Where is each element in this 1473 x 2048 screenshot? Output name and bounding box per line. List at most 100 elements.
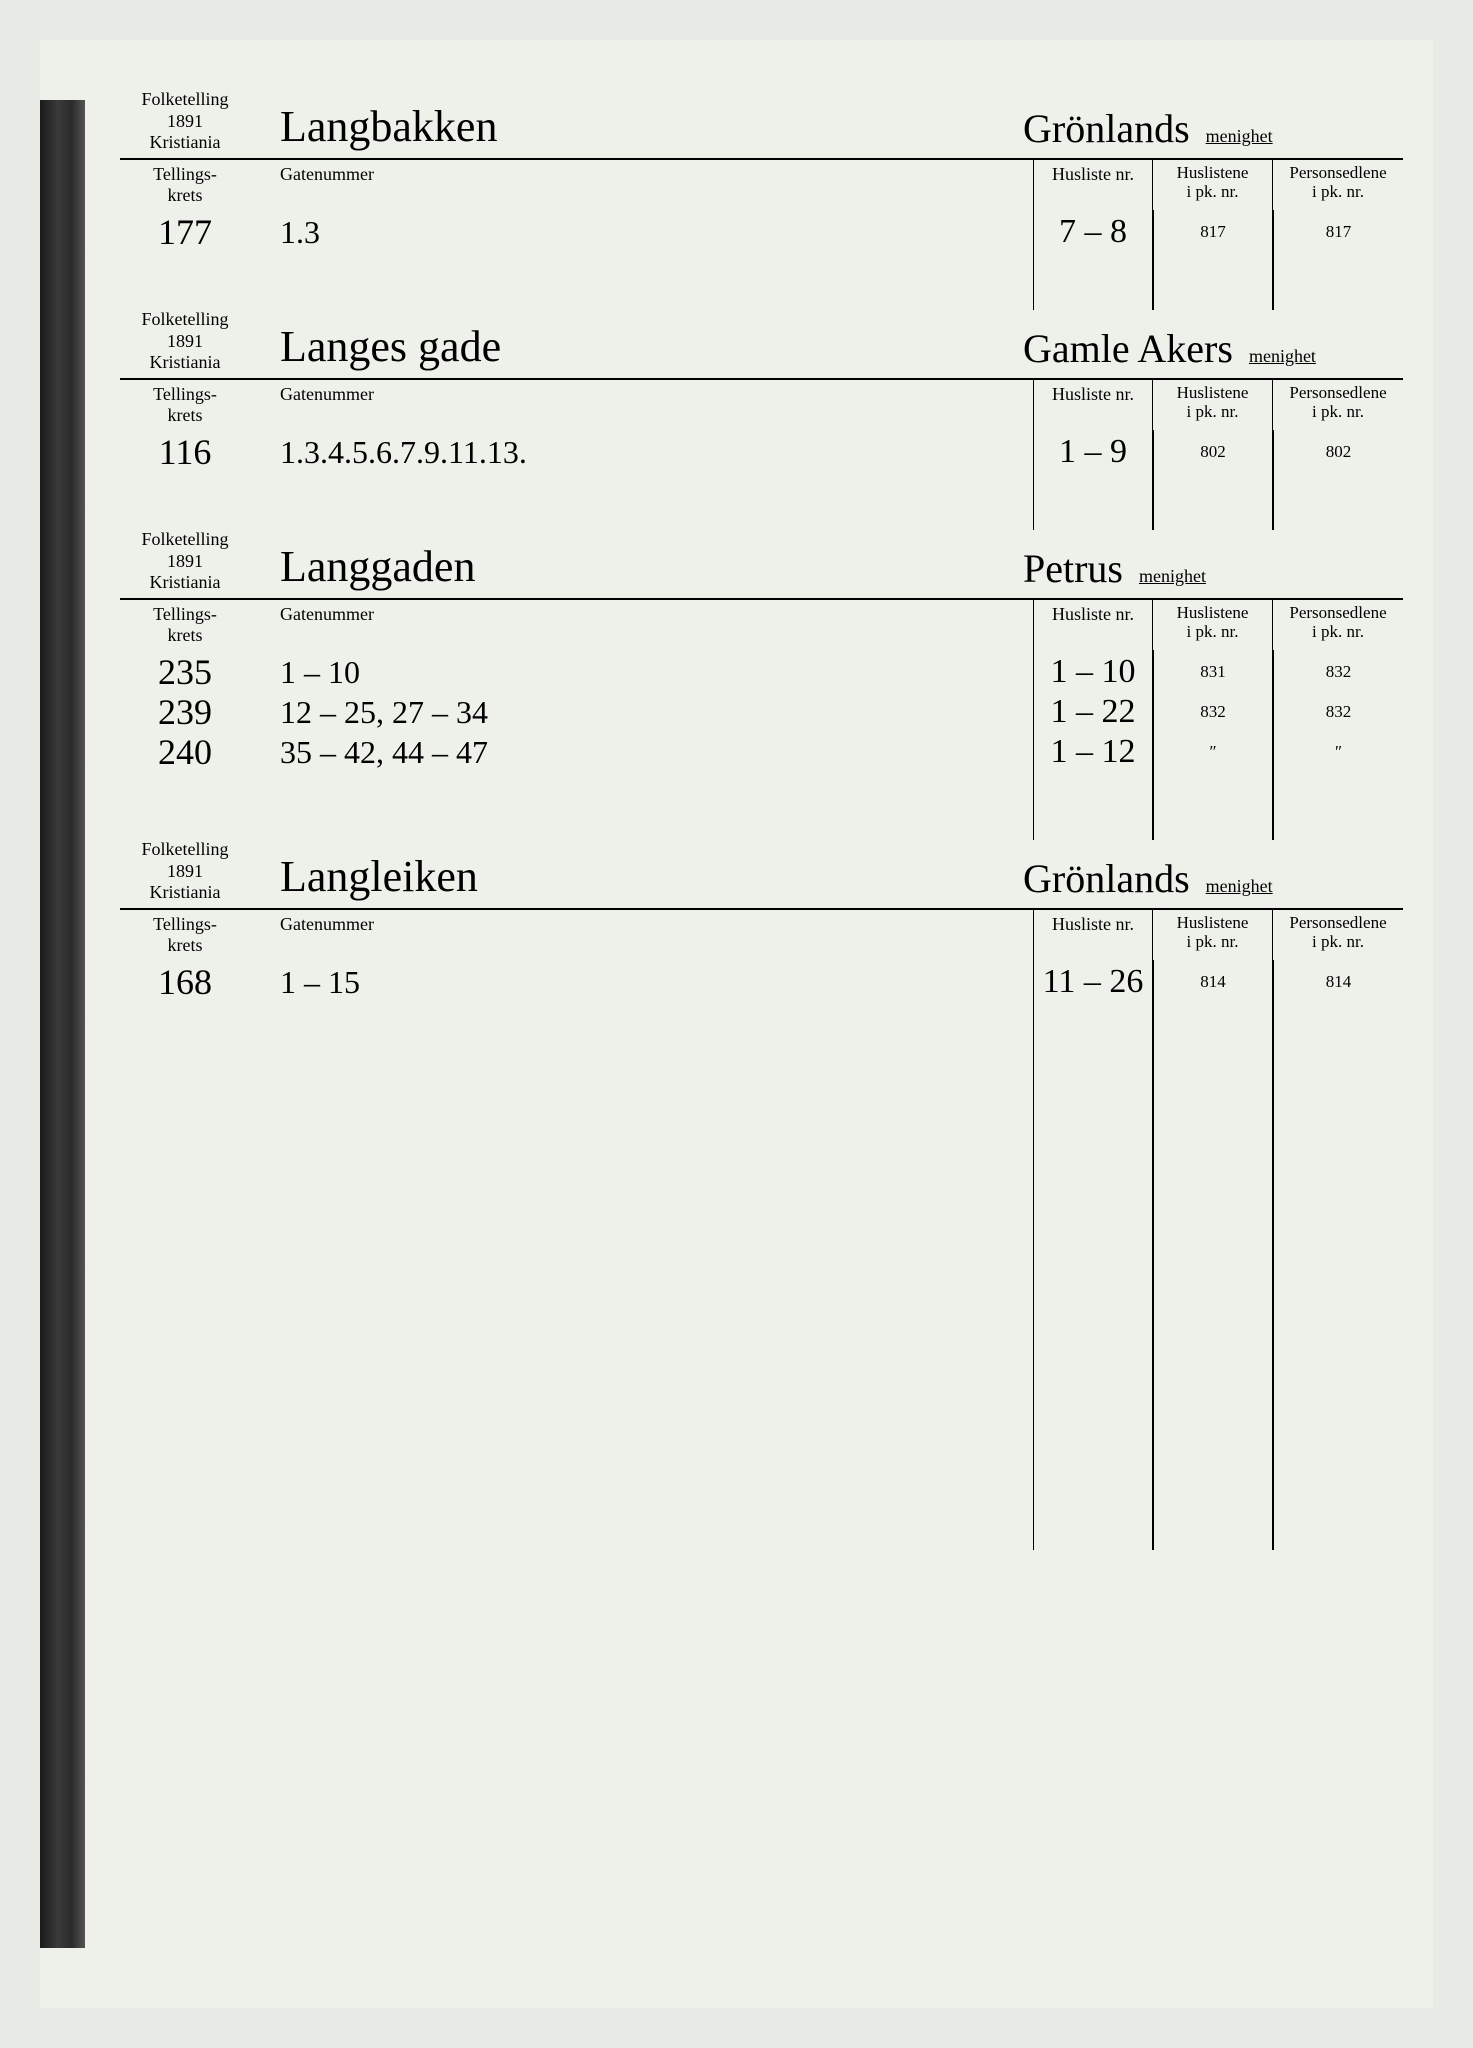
col-header-gatenummer: Gatenummer xyxy=(250,380,1033,430)
col-header-tellings: Tellings-krets xyxy=(120,380,250,430)
cell-personsed: ″ xyxy=(1273,730,1403,770)
folketelling-label: Folketelling 1891 Kristiania xyxy=(120,839,250,908)
street-name: Langbakken xyxy=(250,101,1023,158)
section-header: Folketelling 1891 Kristiania Langleiken … xyxy=(120,850,1403,910)
cell-gate: 1.3 xyxy=(250,210,1033,251)
cell-huslistene: 832 xyxy=(1153,690,1273,730)
table-row-empty xyxy=(120,1000,1403,1550)
menighet-block: Gamle Akers menighet xyxy=(1023,325,1403,378)
col-header-gatenummer: Gatenummer xyxy=(250,910,1033,960)
col-header-husliste: Husliste nr. xyxy=(1033,910,1153,960)
cell-husliste: 1 – 12 xyxy=(1033,730,1153,770)
document-page: Folketelling 1891 Kristiania Langbakken … xyxy=(40,40,1433,2008)
cell-personsed: 817 xyxy=(1273,210,1403,250)
label-year: 1891 xyxy=(120,331,250,353)
cell-personsed: 802 xyxy=(1273,430,1403,470)
column-headers: Tellings-krets Gatenummer Husliste nr. H… xyxy=(120,160,1403,210)
menighet-label: menighet xyxy=(1206,126,1273,146)
cell-huslistene: ″ xyxy=(1153,730,1273,770)
street-name: Langes gade xyxy=(250,321,1023,378)
label-year: 1891 xyxy=(120,861,250,883)
menighet-label: menighet xyxy=(1139,566,1206,586)
census-section-3: Folketelling 1891 Kristiania Langgaden P… xyxy=(120,540,1403,840)
table-row: 235 1 – 10 1 – 10 831 832 xyxy=(120,650,1403,690)
cell-krets: 177 xyxy=(120,207,250,253)
section-header: Folketelling 1891 Kristiania Langes gade… xyxy=(120,320,1403,380)
cell-krets: 240 xyxy=(120,727,250,773)
col-header-tellings: Tellings-krets xyxy=(120,910,250,960)
cell-huslistene: 831 xyxy=(1153,650,1273,690)
folketelling-label: Folketelling 1891 Kristiania xyxy=(120,529,250,598)
label-city: Kristiania xyxy=(120,572,250,594)
table-row: 239 12 – 25, 27 – 34 1 – 22 832 832 xyxy=(120,690,1403,730)
cell-personsed: 832 xyxy=(1273,650,1403,690)
cell-gate: 35 – 42, 44 – 47 xyxy=(250,730,1033,771)
cell-husliste: 7 – 8 xyxy=(1033,210,1153,250)
label-folketelling: Folketelling xyxy=(120,309,250,331)
column-headers: Tellings-krets Gatenummer Husliste nr. H… xyxy=(120,380,1403,430)
cell-krets: 116 xyxy=(120,427,250,473)
census-section-1: Folketelling 1891 Kristiania Langbakken … xyxy=(120,100,1403,310)
menighet-label: menighet xyxy=(1249,346,1316,366)
col-header-personsed: Personsedlenei pk. nr. xyxy=(1273,910,1403,960)
col-header-husliste: Husliste nr. xyxy=(1033,600,1153,650)
label-folketelling: Folketelling xyxy=(120,89,250,111)
menighet-name: Grönlands xyxy=(1023,106,1190,151)
table-row: 168 1 – 15 11 – 26 814 814 xyxy=(120,960,1403,1000)
menighet-block: Grönlands menighet xyxy=(1023,105,1403,158)
col-header-huslistene: Huslistenei pk. nr. xyxy=(1153,380,1273,430)
cell-gate: 1.3.4.5.6.7.9.11.13. xyxy=(250,430,1033,471)
label-city: Kristiania xyxy=(120,132,250,154)
col-header-gatenummer: Gatenummer xyxy=(250,160,1033,210)
menighet-name: Gamle Akers xyxy=(1023,326,1233,371)
col-header-husliste: Husliste nr. xyxy=(1033,160,1153,210)
table-row: 177 1.3 7 – 8 817 817 xyxy=(120,210,1403,250)
cell-gate: 12 – 25, 27 – 34 xyxy=(250,690,1033,731)
menighet-label: menighet xyxy=(1206,876,1273,896)
col-header-tellings: Tellings-krets xyxy=(120,600,250,650)
label-year: 1891 xyxy=(120,111,250,133)
folketelling-label: Folketelling 1891 Kristiania xyxy=(120,89,250,158)
col-header-huslistene: Huslistenei pk. nr. xyxy=(1153,160,1273,210)
column-headers: Tellings-krets Gatenummer Husliste nr. H… xyxy=(120,600,1403,650)
label-city: Kristiania xyxy=(120,352,250,374)
menighet-name: Petrus xyxy=(1023,546,1123,591)
col-header-personsed: Personsedlenei pk. nr. xyxy=(1273,380,1403,430)
street-name: Langleiken xyxy=(250,851,1023,908)
book-binding xyxy=(40,100,85,1948)
cell-huslistene: 817 xyxy=(1153,210,1273,250)
census-section-2: Folketelling 1891 Kristiania Langes gade… xyxy=(120,320,1403,530)
cell-personsed: 814 xyxy=(1273,960,1403,1000)
menighet-name: Grönlands xyxy=(1023,856,1190,901)
col-header-huslistene: Huslistenei pk. nr. xyxy=(1153,600,1273,650)
cell-husliste: 1 – 22 xyxy=(1033,690,1153,730)
section-header: Folketelling 1891 Kristiania Langbakken … xyxy=(120,100,1403,160)
cell-husliste: 1 – 9 xyxy=(1033,430,1153,470)
cell-husliste: 1 – 10 xyxy=(1033,650,1153,690)
cell-huslistene: 814 xyxy=(1153,960,1273,1000)
col-header-huslistene: Huslistenei pk. nr. xyxy=(1153,910,1273,960)
cell-krets: 168 xyxy=(120,957,250,1003)
label-folketelling: Folketelling xyxy=(120,839,250,861)
table-row: 116 1.3.4.5.6.7.9.11.13. 1 – 9 802 802 xyxy=(120,430,1403,470)
cell-gate: 1 – 15 xyxy=(250,960,1033,1001)
label-city: Kristiania xyxy=(120,882,250,904)
menighet-block: Petrus menighet xyxy=(1023,545,1403,598)
column-headers: Tellings-krets Gatenummer Husliste nr. H… xyxy=(120,910,1403,960)
cell-huslistene: 802 xyxy=(1153,430,1273,470)
table-row-empty xyxy=(120,250,1403,310)
cell-personsed: 832 xyxy=(1273,690,1403,730)
section-header: Folketelling 1891 Kristiania Langgaden P… xyxy=(120,540,1403,600)
census-section-4: Folketelling 1891 Kristiania Langleiken … xyxy=(120,850,1403,1550)
street-name: Langgaden xyxy=(250,541,1023,598)
table-row: 240 35 – 42, 44 – 47 1 – 12 ″ ″ xyxy=(120,730,1403,770)
table-row-empty xyxy=(120,770,1403,840)
col-header-tellings: Tellings-krets xyxy=(120,160,250,210)
cell-husliste: 11 – 26 xyxy=(1033,960,1153,1000)
folketelling-label: Folketelling 1891 Kristiania xyxy=(120,309,250,378)
cell-gate: 1 – 10 xyxy=(250,650,1033,691)
col-header-husliste: Husliste nr. xyxy=(1033,380,1153,430)
label-year: 1891 xyxy=(120,551,250,573)
menighet-block: Grönlands menighet xyxy=(1023,855,1403,908)
table-row-empty xyxy=(120,470,1403,530)
